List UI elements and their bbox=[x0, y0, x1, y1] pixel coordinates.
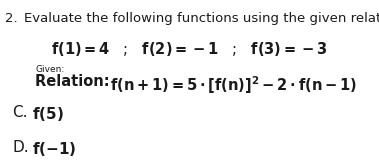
Text: $\mathbf{f(-1)}$: $\mathbf{f(-1)}$ bbox=[32, 140, 77, 158]
Text: Given:: Given: bbox=[35, 65, 64, 74]
Text: $\mathbf{f(n+1)=5 \cdot [f(n)]^{2}-2 \cdot f(n-1)}$: $\mathbf{f(n+1)=5 \cdot [f(n)]^{2}-2 \cd… bbox=[110, 74, 357, 96]
Text: 2.: 2. bbox=[5, 12, 18, 25]
Text: $\mathbf{f(5)}$: $\mathbf{f(5)}$ bbox=[32, 105, 64, 123]
Text: C.: C. bbox=[12, 105, 28, 120]
Text: $\mathbf{f(1)=4}$   ;   $\mathbf{f(2)=-1}$   ;   $\mathbf{f(3)=-3}$: $\mathbf{f(1)=4}$ ; $\mathbf{f(2)=-1}$ ;… bbox=[51, 40, 327, 58]
Text: Relation:: Relation: bbox=[35, 74, 115, 89]
Text: D.: D. bbox=[12, 140, 29, 155]
Text: Evaluate the following functions using the given relations.: Evaluate the following functions using t… bbox=[24, 12, 379, 25]
